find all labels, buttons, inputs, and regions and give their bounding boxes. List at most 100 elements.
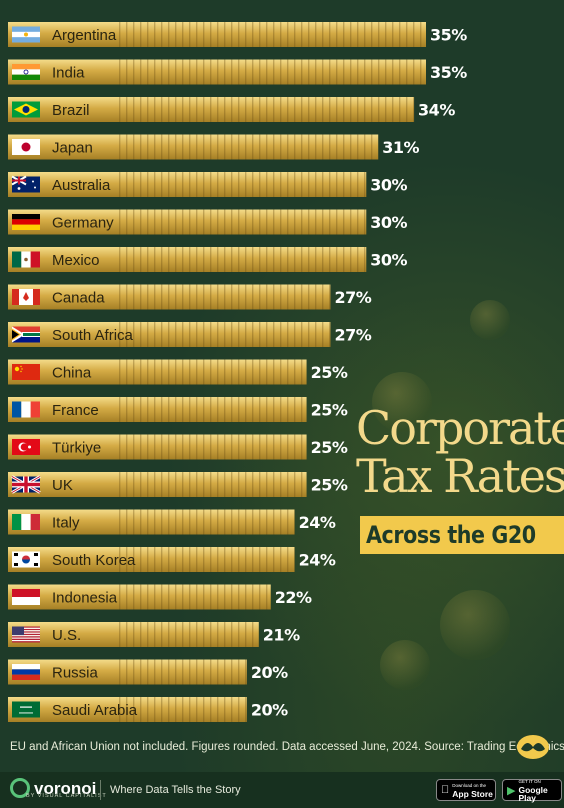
bar-texture bbox=[118, 247, 367, 272]
bar-row: Japan 31% bbox=[8, 134, 420, 160]
coin-decoration bbox=[440, 590, 510, 660]
brand-name: voronoi bbox=[34, 778, 97, 798]
footer-divider bbox=[100, 780, 101, 800]
voronoi-logo[interactable]: voronoi bbox=[10, 778, 96, 798]
visual-capitalist-logo-icon bbox=[517, 735, 549, 759]
apple-icon:  bbox=[441, 784, 449, 796]
value-label: 24% bbox=[299, 551, 336, 570]
category-label: Indonesia bbox=[52, 590, 118, 607]
bar-row: South Africa 27% bbox=[8, 322, 372, 347]
india-flag bbox=[12, 64, 40, 80]
category-label: Brazil bbox=[52, 102, 90, 119]
google-play-small-text: GET IT ON bbox=[518, 779, 541, 784]
google-play-button[interactable]: ▶ GET IT ON Google Play bbox=[502, 779, 562, 803]
category-label: Saudi Arabia bbox=[52, 702, 138, 719]
germany-flag bbox=[12, 214, 40, 230]
value-label: 22% bbox=[275, 588, 312, 607]
category-label: Japan bbox=[52, 140, 93, 157]
bar-row: Saudi Arabia 20% bbox=[8, 697, 289, 722]
chart-subtitle: Across the G20 bbox=[366, 521, 536, 549]
bar-row: China 25% bbox=[8, 359, 348, 385]
bar-row: South Korea 24% bbox=[8, 547, 336, 572]
bar-row: Australia 30% bbox=[8, 172, 408, 197]
bar-texture bbox=[118, 284, 331, 310]
bar-row: India 35% bbox=[8, 59, 468, 85]
category-label: China bbox=[52, 365, 92, 382]
value-label: 30% bbox=[370, 251, 407, 270]
category-label: South Africa bbox=[52, 327, 134, 344]
value-label: 25% bbox=[311, 401, 348, 420]
bar-row: UK 25% bbox=[8, 472, 348, 497]
bar-texture bbox=[118, 172, 367, 197]
bar-texture bbox=[118, 322, 331, 347]
saudi-arabia-flag bbox=[12, 701, 40, 718]
value-label: 34% bbox=[418, 101, 455, 120]
footer-bar: voronoi BY VISUAL CAPITALIST Where Data … bbox=[0, 772, 564, 808]
bar-texture bbox=[118, 434, 307, 460]
russia-flag bbox=[12, 664, 40, 680]
coin-decoration bbox=[470, 300, 510, 340]
japan-flag bbox=[12, 139, 40, 155]
voronoi-logo-icon bbox=[10, 778, 30, 798]
bar-row: France 25% bbox=[8, 397, 348, 422]
footnote: EU and African Union not included. Figur… bbox=[10, 741, 564, 753]
mexico-flag bbox=[12, 251, 40, 268]
value-label: 27% bbox=[334, 288, 371, 307]
bar-texture bbox=[118, 472, 307, 497]
china-flag bbox=[12, 364, 40, 380]
canada-flag bbox=[12, 289, 40, 305]
value-label: 25% bbox=[311, 438, 348, 457]
italy-flag bbox=[12, 514, 40, 530]
us-flag bbox=[12, 626, 40, 643]
category-label: Italy bbox=[52, 515, 80, 532]
bar-row: Russia 20% bbox=[8, 659, 289, 685]
value-label: 35% bbox=[430, 26, 467, 45]
bar-texture bbox=[118, 22, 426, 47]
app-store-small-text: Download on the bbox=[444, 783, 486, 788]
bar-texture bbox=[118, 697, 247, 722]
category-label: Canada bbox=[52, 290, 105, 307]
category-label: France bbox=[52, 402, 99, 419]
value-label: 20% bbox=[251, 663, 288, 682]
app-store-label: App Store bbox=[444, 789, 493, 799]
bar-texture bbox=[118, 97, 415, 122]
bar-row: Mexico 30% bbox=[8, 247, 408, 272]
app-store-button[interactable]:  Download on the App Store bbox=[436, 779, 496, 801]
value-label: 24% bbox=[299, 513, 336, 532]
value-label: 35% bbox=[430, 63, 467, 82]
category-label: Türkiye bbox=[52, 440, 101, 457]
bar-texture bbox=[118, 59, 426, 85]
category-label: Mexico bbox=[52, 252, 100, 269]
coin-decoration bbox=[372, 372, 432, 432]
value-label: 21% bbox=[263, 626, 300, 645]
google-play-label: Google Play bbox=[518, 785, 548, 803]
bar-texture bbox=[118, 584, 271, 610]
value-label: 20% bbox=[251, 701, 288, 720]
turkiye-flag bbox=[12, 439, 40, 455]
bar-row: Argentina 35% bbox=[8, 22, 468, 47]
bar-row: Brazil 34% bbox=[8, 97, 456, 122]
france-flag bbox=[12, 401, 40, 418]
value-label: 25% bbox=[311, 476, 348, 495]
australia-flag bbox=[11, 175, 40, 193]
category-label: Germany bbox=[52, 215, 114, 232]
category-label: U.S. bbox=[52, 627, 81, 644]
bar-texture bbox=[118, 509, 295, 535]
indonesia-flag bbox=[12, 589, 40, 605]
bar-texture bbox=[118, 397, 307, 422]
category-label: Australia bbox=[52, 177, 111, 194]
title-line-1: Corporate bbox=[356, 401, 564, 455]
bar-row: U.S. 21% bbox=[8, 622, 301, 647]
bar-row: Türkiye 25% bbox=[8, 434, 348, 460]
brand-subtitle: BY VISUAL CAPITALIST bbox=[26, 793, 107, 799]
bar-row: Italy 24% bbox=[8, 509, 336, 535]
category-label: Argentina bbox=[52, 27, 117, 44]
value-label: 25% bbox=[311, 363, 348, 382]
bar-texture bbox=[118, 134, 379, 160]
category-label: Russia bbox=[52, 665, 99, 682]
chart-title: Corporate Tax Rates bbox=[356, 401, 564, 500]
bar-row: Canada 27% bbox=[8, 284, 372, 310]
bar-row: Germany 30% bbox=[8, 209, 408, 235]
bar-row: Indonesia 22% bbox=[8, 584, 313, 610]
